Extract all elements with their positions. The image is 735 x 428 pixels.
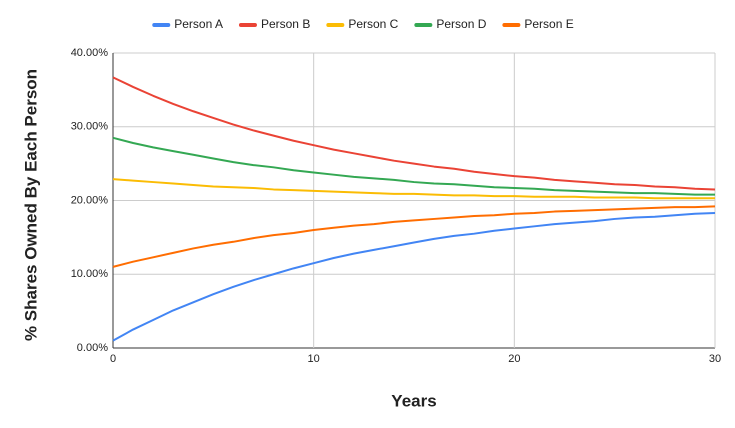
y-tick-label: 0.00% — [77, 342, 108, 354]
legend-item: Person B — [238, 17, 310, 31]
legend-label: Person B — [261, 17, 310, 31]
x-tick-label: 30 — [709, 353, 721, 365]
legend-item: Person E — [502, 17, 574, 31]
legend: Person A Person B Person C Person D Person E — [152, 17, 574, 31]
series-line — [112, 76, 716, 191]
legend-item: Person C — [326, 17, 399, 31]
y-tick-label: 40.00% — [71, 47, 109, 59]
series-line — [112, 136, 715, 196]
series-line — [112, 205, 716, 268]
legend-item: Person D — [414, 17, 487, 31]
x-tick-label: 10 — [308, 353, 320, 365]
x-axis-title: Years — [391, 391, 436, 410]
series-line — [112, 178, 715, 200]
legend-label: Person A — [174, 17, 223, 31]
legend-label: Person E — [524, 17, 573, 31]
y-axis-title: % Shares Owned By Each Person — [21, 69, 40, 341]
y-tick-label: 30.00% — [71, 121, 109, 133]
legend-item: Person A — [152, 17, 223, 31]
series-line — [112, 212, 716, 342]
legend-label: Person C — [348, 17, 398, 31]
y-tick-label: 10.00% — [71, 268, 109, 280]
legend-label: Person D — [436, 17, 486, 31]
y-tick-label: 20.00% — [71, 194, 109, 206]
x-tick-label: 20 — [508, 353, 520, 365]
x-tick-label: 0 — [110, 353, 116, 365]
